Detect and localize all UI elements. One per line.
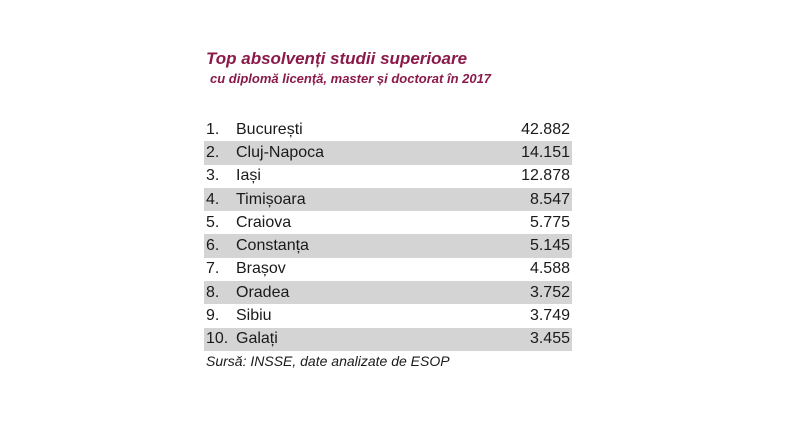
table-row: 3. Iași 12.878 — [204, 165, 572, 188]
row-city: Galați — [236, 330, 278, 348]
ranking-table: 1. București 42.882 2. Cluj-Napoca 14.151 3. Ia… — [204, 118, 572, 351]
row-city: Cluj-Napoca — [236, 143, 325, 161]
table-row: 4. Timișoara 8.547 — [204, 187, 572, 212]
table-row: 8. Oradea 3.752 — [204, 281, 572, 305]
row-city: Timișoara — [236, 190, 306, 208]
row-city: Oradea — [236, 283, 290, 301]
row-rank: 6. — [206, 237, 220, 255]
row-rank: 10. — [206, 330, 229, 348]
table-row: 6. Constanța 5.145 — [204, 234, 572, 258]
table-row: 1. București 42.882 — [204, 118, 572, 141]
row-rank: 2. — [206, 143, 220, 161]
document-title: Top absolvenți studii superioare — [206, 49, 468, 68]
row-value: 5.775 — [529, 213, 570, 231]
row-value: 4.588 — [529, 260, 570, 278]
row-rank: 1. — [206, 120, 220, 138]
row-rank: 9. — [206, 307, 220, 325]
row-value: 3.752 — [529, 283, 570, 301]
row-value: 42.882 — [521, 120, 570, 138]
table-row: 7. Brașov 4.588 — [204, 258, 572, 281]
row-city: Brașov — [236, 260, 286, 278]
row-rank: 3. — [206, 167, 220, 185]
row-rank: 5. — [206, 213, 220, 231]
row-value: 3.455 — [529, 330, 570, 348]
source-note: Sursă: INSSE, date analizate de ESOP — [206, 352, 450, 369]
row-city: Sibiu — [236, 307, 272, 325]
ranking-document: Top absolvenți studii superioare cu dipl… — [204, 48, 572, 369]
row-value: 5.145 — [529, 237, 570, 255]
row-value: 3.749 — [529, 307, 570, 325]
row-city: Constanța — [236, 237, 309, 255]
row-city: Craiova — [236, 213, 292, 231]
table-row: 2. Cluj-Napoca 14.151 — [204, 141, 572, 165]
table-row: 5. Craiova 5.775 — [204, 211, 572, 234]
table-row: 9. Sibiu 3.749 — [204, 304, 572, 327]
table-row: 10. Galați 3.455 — [204, 327, 572, 351]
row-rank: 7. — [206, 260, 220, 278]
row-rank: 8. — [206, 283, 220, 301]
row-rank: 4. — [206, 190, 220, 208]
row-city: Iași — [236, 167, 261, 185]
row-city: București — [236, 120, 303, 138]
document-subtitle: cu diplomă licență, master și doctorat î… — [210, 71, 492, 86]
row-value: 12.878 — [521, 167, 570, 185]
row-value: 14.151 — [521, 143, 570, 161]
row-value: 8.547 — [529, 190, 570, 208]
